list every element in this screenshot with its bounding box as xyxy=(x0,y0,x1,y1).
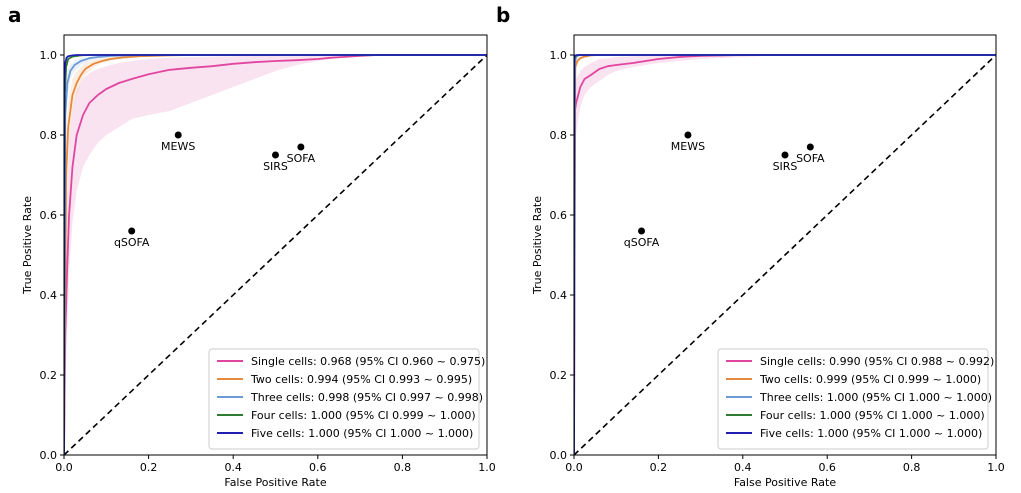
score-point-label: MEWS xyxy=(671,140,705,153)
score-point xyxy=(272,151,279,159)
score-point-label: SOFA xyxy=(287,152,316,165)
x-tick-label: 0.4 xyxy=(224,461,242,474)
x-tick-label: 0.0 xyxy=(55,461,73,474)
x-tick-label: 1.0 xyxy=(478,461,496,474)
y-tick-label: 0.2 xyxy=(550,369,568,382)
roc-line-5 xyxy=(64,54,487,455)
axes-frame xyxy=(573,34,997,456)
legend-entry: Five cells: 1.000 (95% CI 1.000 ~ 1.000) xyxy=(760,427,982,440)
legend-box xyxy=(208,348,480,450)
y-tick-label: 0.6 xyxy=(550,209,568,222)
x-tick-label: 0.6 xyxy=(818,461,836,474)
legend-entry: Four cells: 1.000 (95% CI 0.999 ~ 1.000) xyxy=(251,409,476,422)
y-tick-label: 0.4 xyxy=(40,289,58,302)
score-point xyxy=(781,151,789,159)
legend-box xyxy=(717,348,989,450)
x-tick-label: 0.8 xyxy=(903,461,921,474)
x-tick-label: 0.0 xyxy=(565,461,583,474)
legend: Single cells: 0.968 (95% CI 0.960 ~ 0.97… xyxy=(208,348,485,450)
score-point xyxy=(174,131,182,139)
chance-diagonal xyxy=(64,54,487,455)
legend-entry: Three cells: 0.998 (95% CI 0.997 ~ 0.998… xyxy=(250,391,483,404)
x-tick-label: 0.4 xyxy=(734,461,752,474)
y-tick-label: 0.0 xyxy=(550,449,568,462)
score-point xyxy=(297,143,305,151)
ci-band-1 xyxy=(64,55,487,455)
x-axis-label: False Positive Rate xyxy=(734,476,836,489)
y-tick-label: 0.6 xyxy=(40,209,58,222)
score-point-label: SIRS xyxy=(773,160,798,173)
y-axis-label: True Positive Rate xyxy=(21,196,34,295)
y-axis-label: True Positive Rate xyxy=(531,196,544,295)
legend-entry: Four cells: 1.000 (95% CI 1.000 ~ 1.000) xyxy=(760,409,985,422)
score-point xyxy=(684,131,692,139)
axes-frame xyxy=(63,34,488,456)
score-point-label: SOFA xyxy=(796,152,825,165)
score-point xyxy=(638,227,646,235)
legend-entry: Two cells: 0.999 (95% CI 0.999 ~ 1.000) xyxy=(759,373,981,386)
y-tick-label: 0.4 xyxy=(550,289,568,302)
y-tick-label: 1.0 xyxy=(550,49,568,62)
x-tick-label: 0.6 xyxy=(309,461,327,474)
y-tick-label: 0.2 xyxy=(40,369,58,382)
panel-letter: b xyxy=(496,3,510,27)
y-tick-label: 1.0 xyxy=(40,49,58,62)
x-tick-label: 1.0 xyxy=(987,461,1005,474)
x-axis-label: False Positive Rate xyxy=(224,476,326,489)
panel-letter: a xyxy=(8,3,22,27)
y-tick-label: 0.8 xyxy=(40,129,58,142)
score-point-label: SIRS xyxy=(263,160,288,173)
score-point xyxy=(128,227,136,235)
plot-area xyxy=(64,54,487,455)
y-tick-label: 0.0 xyxy=(40,449,58,462)
y-tick-label: 0.8 xyxy=(550,129,568,142)
x-tick-label: 0.8 xyxy=(394,461,412,474)
score-point-label: MEWS xyxy=(161,140,195,153)
legend-entry: Single cells: 0.990 (95% CI 0.988 ~ 0.99… xyxy=(760,355,994,368)
legend: Single cells: 0.990 (95% CI 0.988 ~ 0.99… xyxy=(717,348,994,450)
chance-diagonal xyxy=(574,54,996,455)
legend-entry: Two cells: 0.994 (95% CI 0.993 ~ 0.995) xyxy=(250,373,472,386)
roc-line-1 xyxy=(64,54,487,455)
x-tick-label: 0.2 xyxy=(650,461,668,474)
legend-entry: Three cells: 1.000 (95% CI 1.000 ~ 1.000… xyxy=(759,391,992,404)
score-point xyxy=(806,143,814,151)
legend-entry: Five cells: 1.000 (95% CI 1.000 ~ 1.000) xyxy=(251,427,473,440)
score-point-label: qSOFA xyxy=(624,236,660,249)
x-tick-label: 0.2 xyxy=(140,461,158,474)
legend-entry: Single cells: 0.968 (95% CI 0.960 ~ 0.97… xyxy=(251,355,485,368)
score-point-label: qSOFA xyxy=(114,236,150,249)
